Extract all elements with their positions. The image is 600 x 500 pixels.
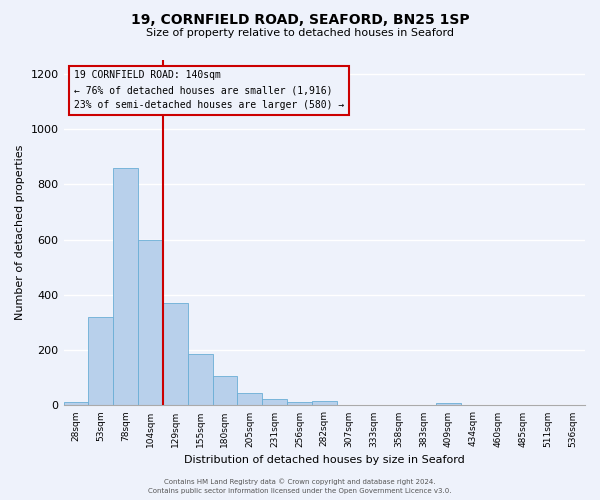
Text: Contains HM Land Registry data © Crown copyright and database right 2024.
Contai: Contains HM Land Registry data © Crown c… [148,478,452,494]
Bar [188,354,212,406]
Bar [337,404,362,406]
Bar [238,393,262,406]
Text: 19 CORNFIELD ROAD: 140sqm
← 76% of detached houses are smaller (1,916)
23% of se: 19 CORNFIELD ROAD: 140sqm ← 76% of detac… [74,70,344,110]
Y-axis label: Number of detached properties: Number of detached properties [15,145,25,320]
Text: 19, CORNFIELD ROAD, SEAFORD, BN25 1SP: 19, CORNFIELD ROAD, SEAFORD, BN25 1SP [131,12,469,26]
Bar [287,402,312,406]
Bar [436,403,461,406]
Bar [138,240,163,406]
Bar [88,317,113,406]
Bar [163,303,188,406]
X-axis label: Distribution of detached houses by size in Seaford: Distribution of detached houses by size … [184,455,464,465]
Bar [113,168,138,406]
Text: Size of property relative to detached houses in Seaford: Size of property relative to detached ho… [146,28,454,38]
Bar [212,376,238,406]
Bar [64,402,88,406]
Bar [262,400,287,406]
Bar [312,400,337,406]
